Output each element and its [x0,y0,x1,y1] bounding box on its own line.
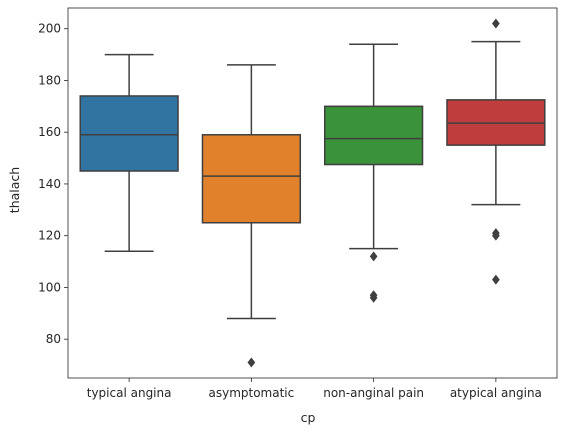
box-asymptomatic [201,134,302,224]
x-tick-label: atypical angina [450,386,542,400]
outlier-non-anginal-pain [369,292,378,303]
outlier-atypical-angina [491,18,500,29]
y-tick-label: 160 [38,125,61,139]
y-tick-label: 180 [38,73,61,87]
y-tick-label: 80 [46,332,61,346]
x-axis-label: cp [301,410,316,425]
outlier-atypical-angina [491,230,500,241]
y-tick-label: 200 [38,22,61,36]
outlier-non-anginal-pain [369,251,378,262]
y-axis-label: thalach [7,167,22,213]
plot-layer: 80 100 120 140 160 180 200 typical angina asympt… [38,7,558,400]
x-tick-label: asymptomatic [209,386,295,400]
y-tick-label: 140 [38,177,61,191]
y-tick-label: 100 [38,280,61,294]
outlier-asymptomatic [247,357,256,368]
y-tick-label: 120 [38,229,61,243]
box-non-anginal-pain [323,105,424,166]
box-typical-angina [79,95,179,172]
axes-frame [67,7,558,379]
x-tick-label: non-anginal pain [323,386,424,400]
outlier-atypical-angina [491,274,500,285]
x-tick-label: typical angina [87,386,172,400]
